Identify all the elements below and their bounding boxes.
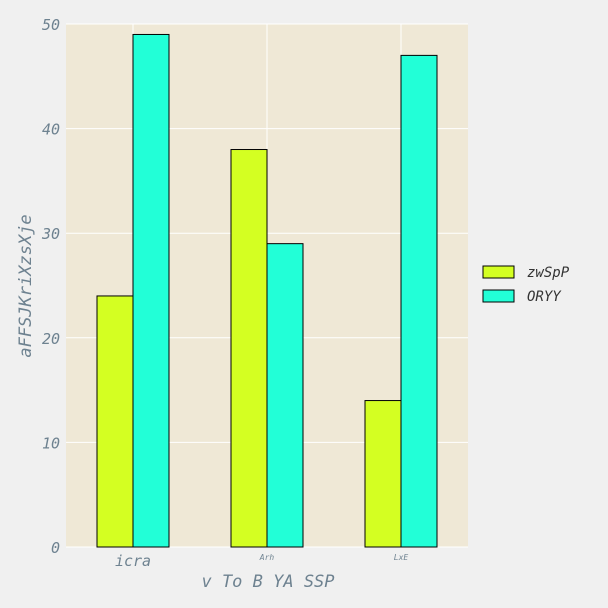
bar-ORYY-LxE bbox=[400, 54, 438, 548]
legend-swatch bbox=[482, 265, 515, 279]
bar-zwSpP-Arh bbox=[230, 149, 268, 548]
bar-ORYY-Arh bbox=[266, 243, 304, 548]
legend: zwSpP ORYY bbox=[482, 265, 570, 305]
y-tick-label: 30 bbox=[41, 225, 60, 243]
bars-group bbox=[96, 33, 438, 548]
y-axis-title: aFFSJKriXzsXje bbox=[16, 214, 36, 357]
y-tick-label: 40 bbox=[42, 121, 60, 139]
x-axis-title: v To B YA SSP bbox=[201, 572, 334, 592]
x-tick-label: Arh bbox=[259, 553, 275, 562]
y-tick-label: 20 bbox=[42, 330, 60, 348]
x-tick-labels: icra Arh LxE bbox=[115, 552, 408, 570]
x-tick-label: icra bbox=[115, 552, 151, 570]
legend-label: ORYY bbox=[527, 289, 562, 305]
bar-ORYY-icra bbox=[132, 33, 170, 548]
legend-swatch bbox=[482, 289, 515, 303]
bar-zwSpP-icra bbox=[96, 295, 134, 548]
legend-label: zwSpP bbox=[527, 265, 570, 281]
bar-zwSpP-LxE bbox=[364, 400, 402, 548]
y-tick-label: 10 bbox=[42, 434, 60, 452]
y-tick-label: 0 bbox=[51, 539, 60, 557]
y-tick-label: 50 bbox=[42, 16, 60, 34]
x-tick-label: LxE bbox=[394, 553, 409, 562]
y-tick-labels: 0 10 20 30 40 50 bbox=[41, 16, 60, 557]
